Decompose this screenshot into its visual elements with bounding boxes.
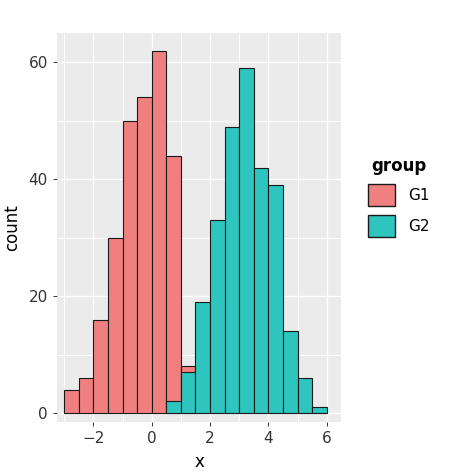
Bar (283, 331, 298, 413)
Bar (166, 156, 181, 413)
Bar (122, 121, 137, 413)
Bar (268, 185, 283, 413)
Bar (254, 168, 268, 413)
Y-axis label: count: count (3, 204, 21, 251)
Bar (108, 238, 122, 413)
Bar (195, 302, 210, 413)
Bar (225, 127, 239, 413)
X-axis label: x: x (194, 453, 204, 471)
Bar (137, 98, 152, 413)
Bar (79, 378, 93, 413)
Bar (93, 319, 108, 413)
Legend: G1, G2: G1, G2 (360, 150, 437, 245)
Bar (298, 378, 312, 413)
Bar (239, 68, 254, 413)
Bar (166, 401, 181, 413)
Bar (312, 407, 327, 413)
Bar (181, 366, 195, 413)
Bar (152, 51, 166, 413)
Bar (64, 390, 79, 413)
Bar (210, 220, 225, 413)
Bar (181, 372, 195, 413)
